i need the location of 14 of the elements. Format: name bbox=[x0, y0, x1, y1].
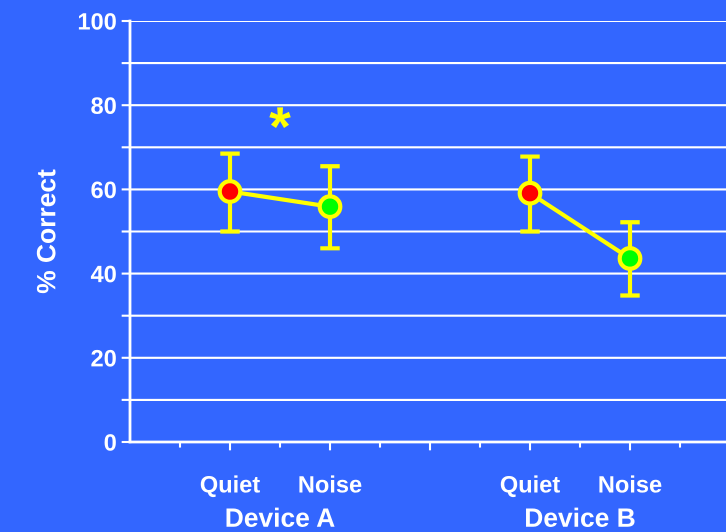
y-axis-title: % Correct bbox=[36, 169, 56, 294]
annotation: * bbox=[269, 107, 291, 128]
y-tick-label: 20 bbox=[91, 350, 116, 367]
y-tick-label: 40 bbox=[90, 266, 116, 282]
x-tick-label: Quiet bbox=[200, 475, 260, 498]
y-tick-label: 100 bbox=[78, 13, 116, 30]
text: Device B bbox=[526, 508, 635, 527]
x-tick-label: Noise bbox=[599, 475, 662, 493]
text: Device A bbox=[226, 508, 335, 527]
y-tick-label: 60 bbox=[91, 181, 116, 198]
x-tick-label: Quiet bbox=[500, 475, 560, 498]
y-tick-label: 0 bbox=[104, 434, 116, 451]
y-tick-label: 80 bbox=[91, 97, 116, 114]
x-tick-label: Noise bbox=[299, 475, 362, 493]
